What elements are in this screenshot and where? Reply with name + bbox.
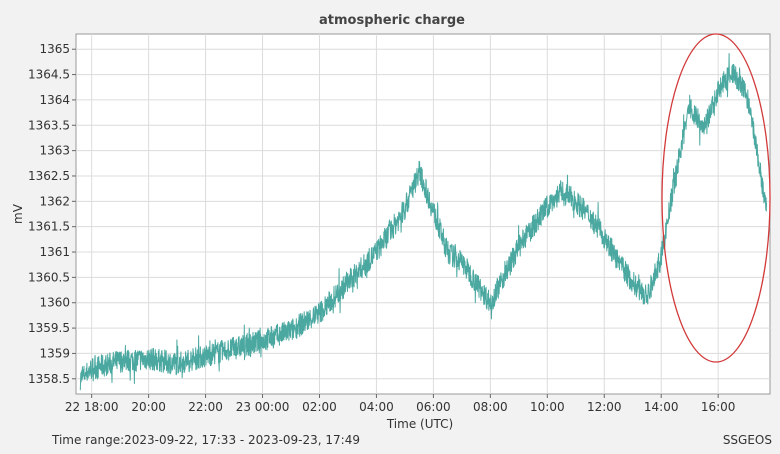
x-tick-label: 12:00 — [587, 400, 622, 414]
y-tick-label: 1362.5 — [28, 169, 70, 183]
y-tick-label: 1363.5 — [28, 118, 70, 132]
plot-area — [75, 33, 771, 395]
source-label: SSGEOS — [722, 433, 772, 447]
y-tick-label: 1361.5 — [28, 220, 70, 234]
x-tick-label: 14:00 — [644, 400, 679, 414]
y-tick-label: 1360 — [39, 296, 70, 310]
y-tick-label: 1359 — [39, 346, 70, 360]
x-tick-label: 06:00 — [416, 400, 451, 414]
y-tick-label: 1361 — [39, 245, 70, 259]
y-tick-label: 1364 — [39, 93, 70, 107]
y-tick-label: 1360.5 — [28, 270, 70, 284]
chart-title: atmospheric charge — [319, 13, 465, 28]
y-tick-label: 1362 — [39, 194, 70, 208]
x-tick-label: 22 18:00 — [65, 400, 119, 414]
y-tick-label: 1358.5 — [28, 372, 70, 386]
x-axis-ticks: 22 18:00 20:00 22:00 23 00:00 02:00 04:00 06:0… — [65, 394, 736, 414]
series-line — [79, 53, 768, 391]
time-range-prefix: Time range: — [52, 433, 125, 447]
x-tick-label: 22:00 — [188, 400, 223, 414]
x-tick-label: 16:00 — [701, 400, 736, 414]
x-tick-label: 23 00:00 — [236, 400, 290, 414]
y-axis-label: mV — [11, 203, 25, 224]
x-tick-label: 04:00 — [359, 400, 394, 414]
gridlines — [76, 34, 770, 394]
x-tick-label: 10:00 — [530, 400, 565, 414]
x-tick-label: 02:00 — [302, 400, 337, 414]
time-range-footer: Time range:2023-09-22, 17:33 - 2023-09-2… — [52, 433, 360, 447]
y-tick-label: 1364.5 — [28, 68, 70, 82]
highlight-ellipse — [661, 33, 771, 363]
time-range-value: 2023-09-22, 17:33 - 2023-09-23, 17:49 — [124, 433, 360, 447]
y-axis-ticks: 1358.5 1359 1359.5 1360 1360.5 1361 1361.5 1362… — [28, 42, 76, 386]
x-axis-label: Time (UTC) — [386, 417, 453, 430]
series-group — [79, 53, 768, 391]
x-tick-label: 20:00 — [131, 400, 166, 414]
y-tick-label: 1359.5 — [28, 321, 70, 335]
y-tick-label: 1365 — [39, 42, 70, 56]
line-chart: 1358.5 1359 1359.5 1360 1360.5 1361 1361.5 1362… — [11, 13, 771, 430]
x-tick-label: 08:00 — [473, 400, 508, 414]
y-tick-label: 1363 — [39, 144, 70, 158]
